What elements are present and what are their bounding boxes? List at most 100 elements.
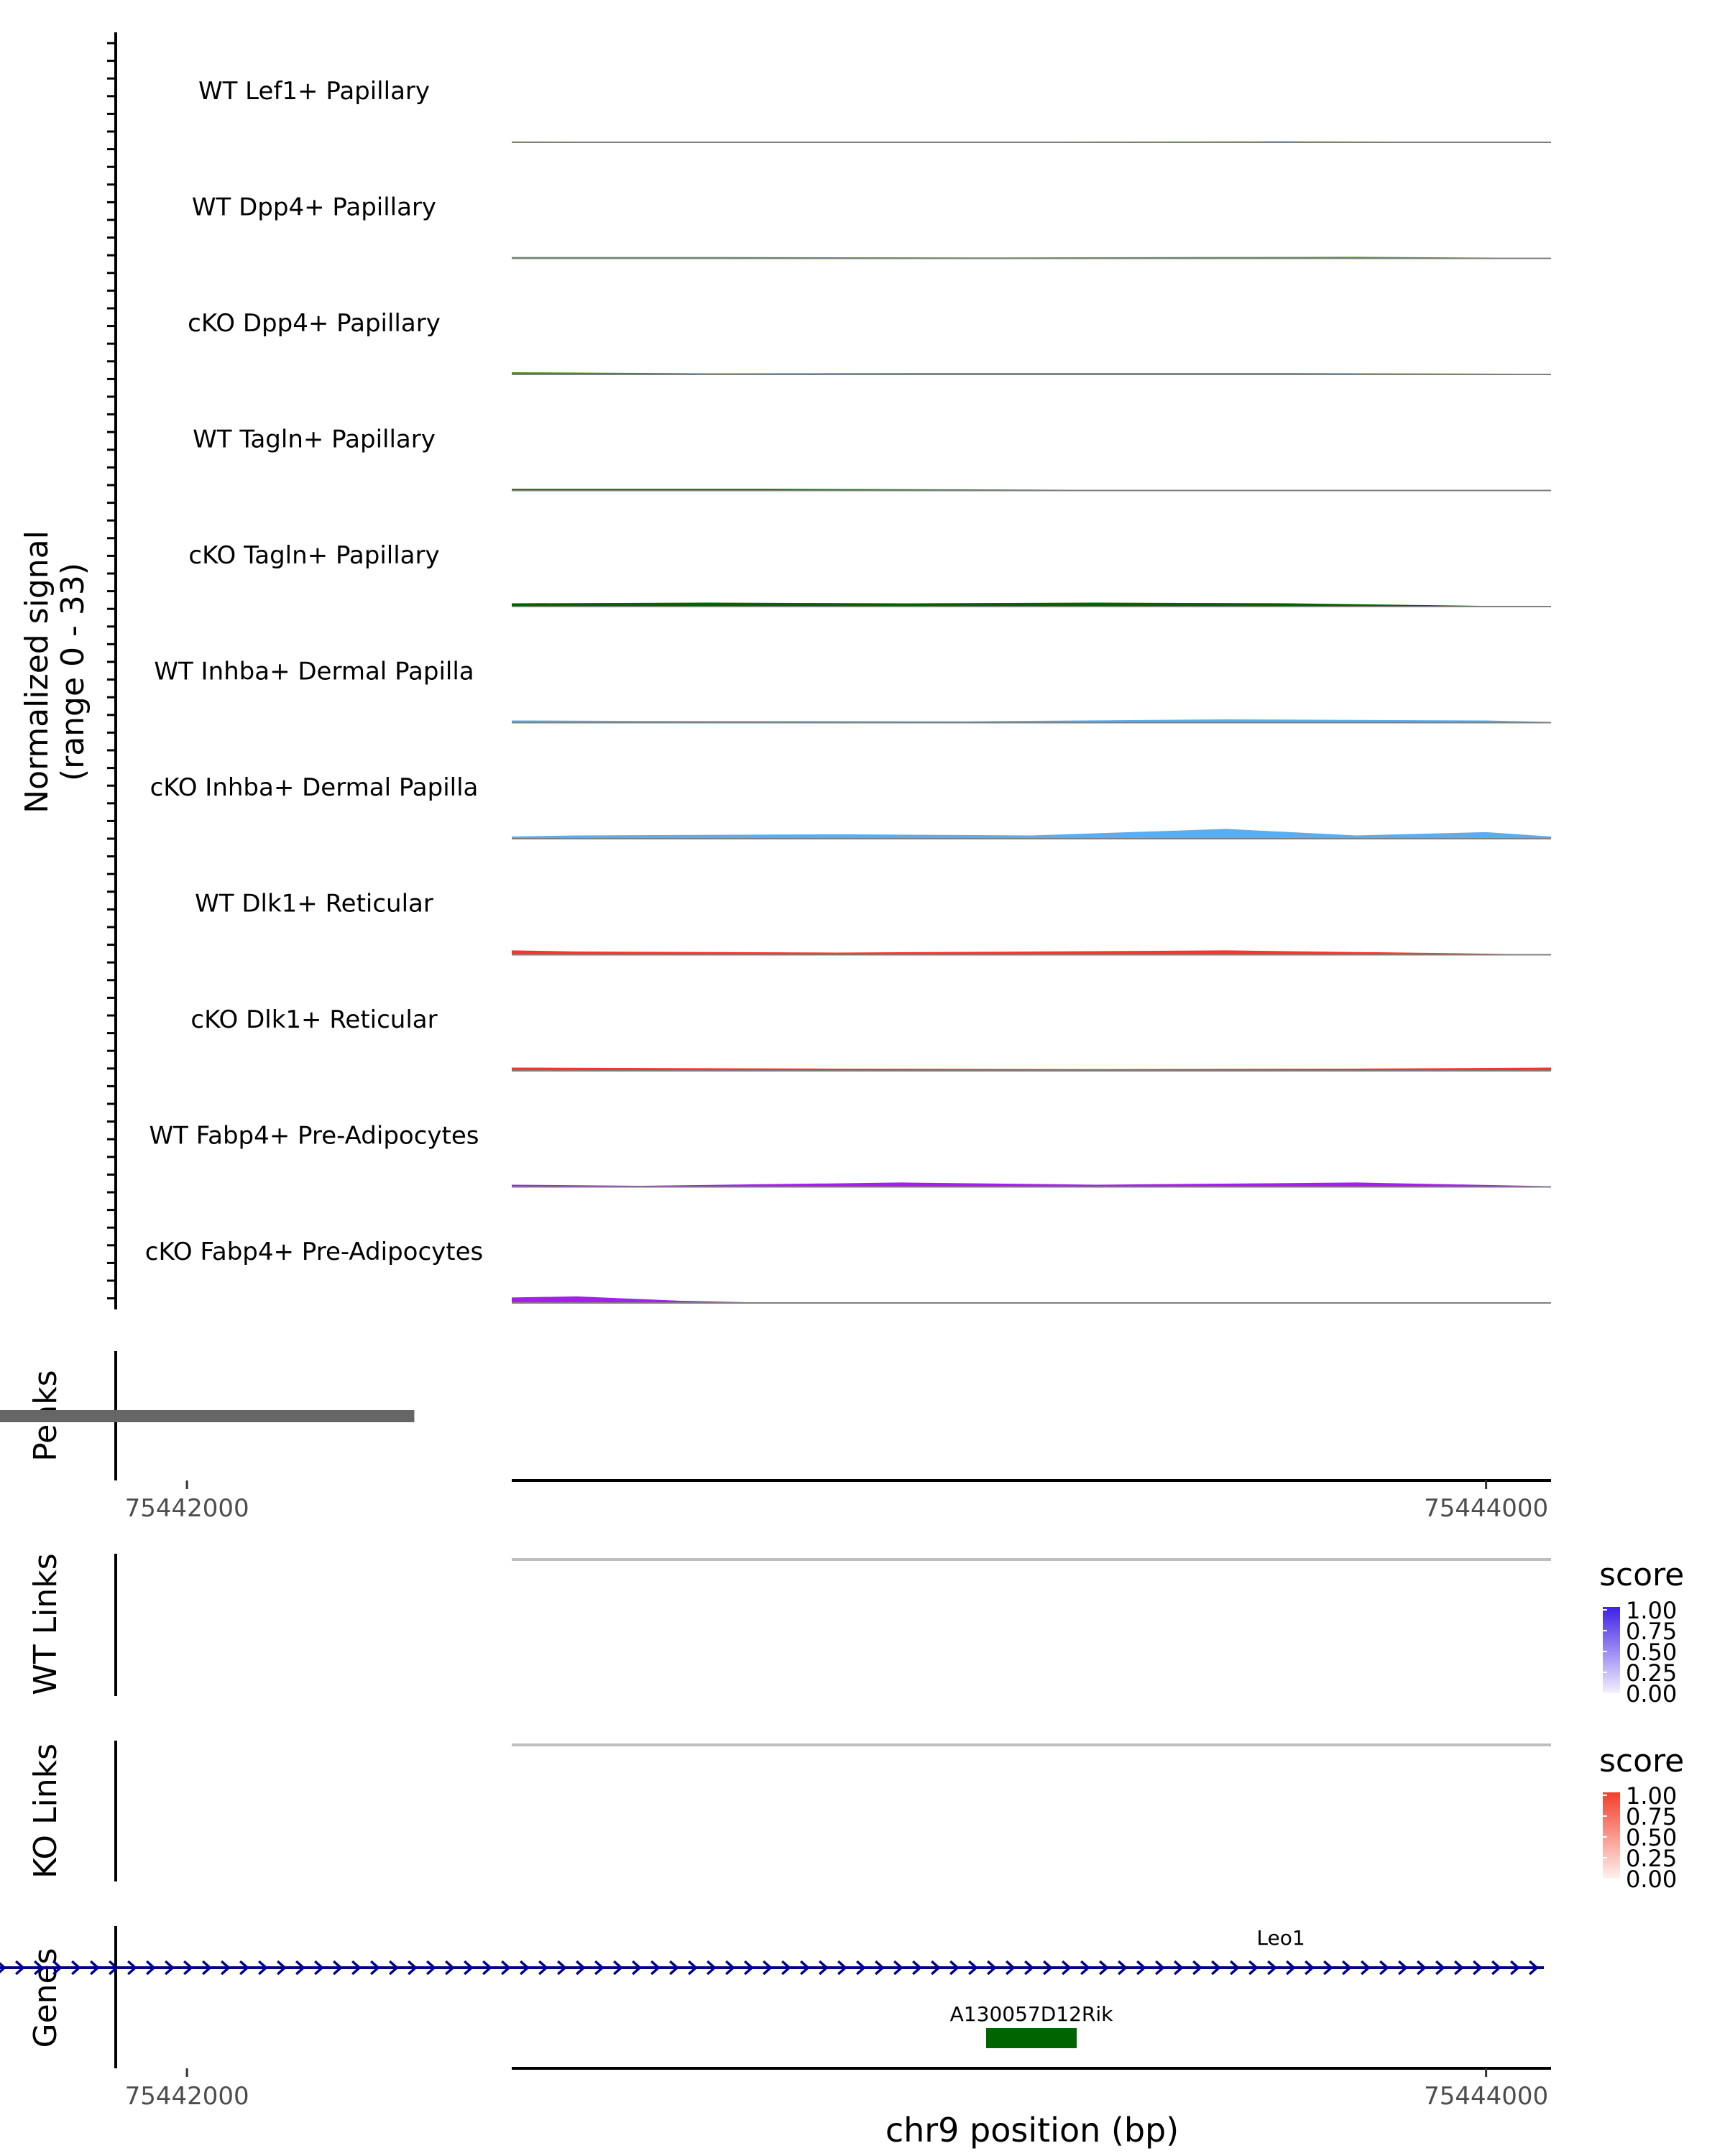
strand-arrow — [1305, 1960, 1315, 1976]
strand-arrow — [464, 1960, 474, 1976]
strand-arrow — [1230, 1960, 1240, 1976]
strand-arrow — [52, 1960, 63, 1976]
legend-label: 1.00 — [1626, 1782, 1677, 1810]
strand-arrow — [1136, 1960, 1146, 1976]
legend-label: 0.00 — [1626, 1680, 1677, 1708]
coverage-track: WT Fabp4+ Pre-Adipocytes — [150, 1122, 1551, 1188]
track-label: cKO Dpp4+ Papillary — [188, 309, 441, 338]
strand-arrow — [931, 1960, 941, 1976]
strand-arrow — [875, 1960, 885, 1976]
strand-arrow — [482, 1960, 492, 1976]
strand-arrow — [1286, 1960, 1296, 1976]
x-tick-label: 75442000 — [125, 1494, 249, 1523]
strand-arrow — [445, 1960, 455, 1976]
strand-arrow — [408, 1960, 418, 1976]
coverage-area — [512, 1130, 1551, 1187]
peaks-layer — [0, 1410, 415, 1422]
x-tick-label: 75444000 — [1424, 1494, 1548, 1523]
strand-arrow — [1342, 1960, 1352, 1976]
coverage-area — [512, 902, 1551, 955]
track-label: cKO Inhba+ Dermal Papilla — [150, 773, 479, 802]
coverage-area — [512, 784, 1551, 839]
track-label: WT Tagln+ Papillary — [193, 425, 436, 454]
strand-arrow — [1211, 1960, 1221, 1976]
legend-label: 0.25 — [1626, 1845, 1677, 1872]
strand-arrow — [1473, 1960, 1483, 1976]
strand-arrow — [819, 1960, 829, 1976]
strand-arrow — [1192, 1960, 1202, 1976]
strand-arrow — [0, 1962, 6, 1973]
coverage-area — [512, 665, 1551, 723]
genes-label: Genes — [27, 1948, 64, 2047]
strand-arrow — [277, 1960, 287, 1976]
strand-arrow — [538, 1960, 548, 1976]
strand-arrow — [1248, 1960, 1259, 1976]
strand-arrow — [221, 1960, 231, 1976]
gene-exon — [986, 2028, 1077, 2048]
legend-label: 0.25 — [1626, 1659, 1677, 1687]
strand-arrow — [71, 1960, 81, 1976]
x-axis-top-ticks: 754400007544200075444000 — [125, 1480, 1548, 1523]
gene-a130057d12rik: A130057D12Rik — [950, 2002, 1113, 2048]
strand-arrow — [1398, 1960, 1408, 1976]
strand-arrow — [1174, 1960, 1184, 1976]
coverage-area — [512, 438, 1551, 491]
gene-label: Leo1 — [1256, 1926, 1305, 1950]
strand-arrow — [1510, 1960, 1520, 1976]
strand-arrow — [856, 1960, 866, 1976]
strand-arrow — [127, 1960, 137, 1976]
coverage-tracks: WT Lef1+ Papillary WT Dpp4+ Papillary cKO … — [145, 77, 1551, 1304]
strand-arrow — [1323, 1960, 1333, 1976]
coverage-area — [512, 201, 1551, 259]
strand-arrow — [370, 1960, 380, 1976]
coverage-area — [512, 1253, 1551, 1303]
coverage-track: cKO Tagln+ Papillary — [188, 541, 1551, 607]
strand-arrow — [1080, 1960, 1090, 1976]
strand-arrow — [1099, 1960, 1109, 1976]
strand-arrow — [1118, 1960, 1128, 1976]
strand-arrow — [557, 1960, 567, 1976]
coverage-track: WT Dlk1+ Reticular — [195, 890, 1551, 956]
track-label: cKO Fabp4+ Pre-Adipocytes — [145, 1238, 484, 1266]
strand-arrow — [1062, 1960, 1072, 1976]
strand-arrow — [1435, 1960, 1445, 1976]
strand-arrow — [183, 1960, 193, 1976]
coverage-track: cKO Dlk1+ Reticular — [190, 1005, 1551, 1072]
coverage-ylabel: Normalized signal — [19, 530, 55, 814]
strand-arrow — [800, 1960, 810, 1976]
gene-leo1: Leo1 — [0, 1926, 1544, 1976]
legend-label: 0.50 — [1626, 1824, 1677, 1851]
strand-arrow — [724, 1960, 735, 1976]
strand-arrow — [1529, 1960, 1539, 1976]
strand-arrow — [968, 1960, 978, 1976]
coverage-track: cKO Fabp4+ Pre-Adipocytes — [145, 1238, 1551, 1304]
ko-links-label: KO Links — [27, 1743, 64, 1879]
strand-arrow — [146, 1960, 156, 1976]
strand-arrow — [1361, 1960, 1371, 1976]
strand-arrow — [351, 1960, 362, 1976]
legend-label: 0.75 — [1626, 1618, 1677, 1645]
strand-arrow — [837, 1960, 847, 1976]
x-axis-bottom-ticks: 754400007544200075444000 — [125, 2068, 1548, 2111]
ko-legend-labels: 1.000.750.500.250.00 — [1603, 1782, 1677, 1893]
strand-arrow — [1006, 1960, 1016, 1976]
strand-arrow — [520, 1960, 530, 1976]
strand-arrow — [1267, 1960, 1277, 1976]
track-label: WT Dlk1+ Reticular — [195, 890, 433, 918]
genes-layer: Leo1 A130057D12Rik — [0, 1926, 1544, 2048]
coverage-area — [512, 1023, 1551, 1071]
coverage-area — [512, 79, 1551, 142]
ko-legend-colorbar — [1603, 1792, 1620, 1879]
ko-legend-title: score — [1599, 1743, 1684, 1779]
strand-arrow — [1043, 1960, 1053, 1976]
strand-arrow — [109, 1960, 119, 1976]
strand-arrow — [594, 1960, 604, 1976]
coverage-track: WT Tagln+ Papillary — [193, 425, 1551, 492]
strand-arrow — [389, 1960, 399, 1976]
legend-label: 0.75 — [1626, 1803, 1677, 1830]
coverage-track: cKO Dpp4+ Papillary — [188, 309, 1551, 375]
strand-arrow — [1417, 1960, 1427, 1976]
wt-legend-title: score — [1599, 1557, 1684, 1593]
strand-arrow — [15, 1960, 25, 1976]
